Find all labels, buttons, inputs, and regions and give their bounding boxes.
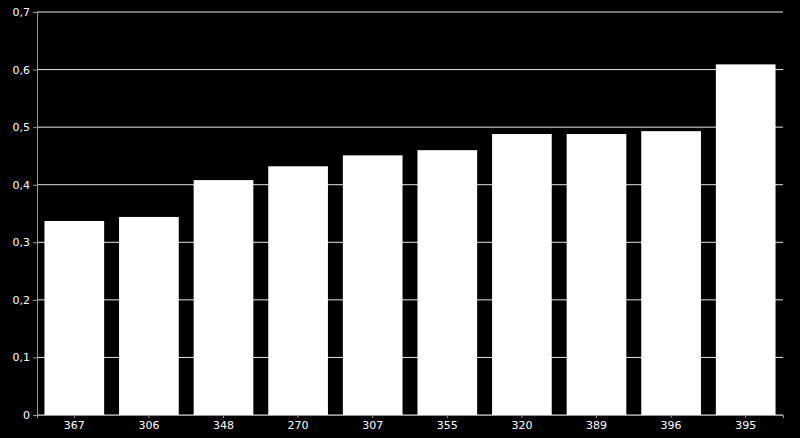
x-tick-label: 306 [138,419,159,432]
y-tick: 0,1 [13,351,38,364]
x-tick: 348 [213,415,234,432]
x-tick: 367 [64,415,85,432]
x-tick-mark [74,415,75,418]
x-tick: 270 [288,415,309,432]
x-tick-mark [596,415,597,418]
x-tick-mark [148,415,149,418]
x-tick: 355 [437,415,458,432]
bar [567,134,627,415]
x-tick: 320 [511,415,532,432]
bar [417,150,477,415]
x-tick-mark [521,415,522,418]
plot: 0 0,1 0,2 0,3 0,4 0,5 0,6 0,7 367 306 348 270 307 355… [13,6,784,432]
bars [44,64,775,415]
y-tick-label: 0 [23,409,30,422]
y-tick-mark [33,242,37,243]
y-tick-label: 0,3 [13,236,31,249]
x-tick-mark [671,415,672,418]
y-axis-line [33,13,38,416]
x-tick-label: 367 [64,419,85,432]
grid-line [37,69,783,70]
y-tick: 0,5 [13,121,38,134]
y-axis: 0 0,1 0,2 0,3 0,4 0,5 0,6 0,7 [13,6,38,422]
x-tick-label: 307 [362,419,383,432]
background [0,0,800,438]
bar [268,166,328,415]
y-tick: 0,3 [13,236,38,249]
y-tick-mark [33,415,37,416]
x-tick-mark [447,415,448,418]
grid [37,12,783,415]
x-tick: 307 [362,415,383,432]
chart: 0 0,1 0,2 0,3 0,4 0,5 0,6 0,7 367 306 348 270 307 355… [0,0,800,438]
x-tick: 395 [735,415,756,432]
y-tick: 0,2 [13,294,38,307]
bar [119,217,179,415]
y-tick-label: 0,6 [13,64,31,77]
y-tick-mark [33,70,37,71]
bar [716,64,776,415]
y-tick: 0,7 [13,6,38,19]
y-tick: 0 [23,409,37,422]
grid-line [37,127,783,128]
y-tick-label: 0,5 [13,121,31,134]
bar [641,131,701,415]
y-tick-mark [33,300,37,301]
y-tick-mark [33,127,37,128]
x-tick-label: 396 [661,419,682,432]
x-tick-label: 395 [735,419,756,432]
x-tick-mark [223,415,224,418]
y-tick-mark [33,12,37,13]
x-tick-label: 320 [511,419,532,432]
y-tick-label: 0,7 [13,6,31,19]
x-tick-label: 348 [213,419,234,432]
bar [194,180,254,415]
x-tick-label: 355 [437,419,458,432]
x-tick-label: 270 [288,419,309,432]
x-axis: 367 306 348 270 307 355 320 389 396 395 [38,415,784,432]
x-tick-mark [298,415,299,418]
bar [343,155,403,415]
y-tick-label: 0,1 [13,351,31,364]
x-tick: 396 [661,415,682,432]
y-tick-mark [33,357,37,358]
x-axis-line [38,416,784,419]
y-tick-mark [33,185,37,186]
bar [44,221,104,415]
y-tick-label: 0,2 [13,294,31,307]
y-tick: 0,4 [13,179,38,192]
bar [492,134,552,415]
x-tick-mark [372,415,373,418]
x-tick: 389 [586,415,607,432]
grid-line [37,12,783,13]
x-tick: 306 [138,415,159,432]
y-tick: 0,6 [13,64,38,77]
y-tick-label: 0,4 [13,179,31,192]
x-tick-mark [745,415,746,418]
x-tick-label: 389 [586,419,607,432]
